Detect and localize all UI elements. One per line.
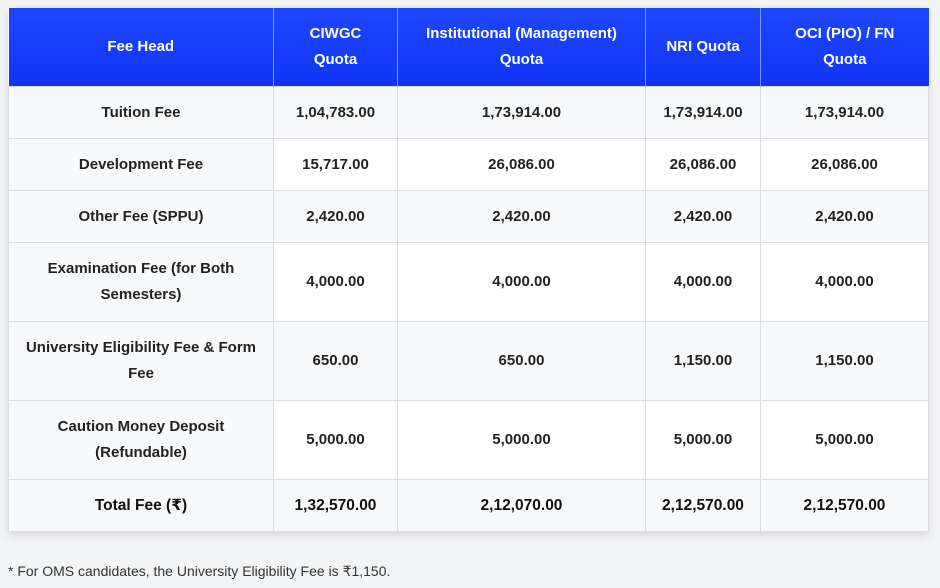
oci-amount-cell: 1,73,914.00 <box>760 86 929 139</box>
ciwgc-amount-cell: 650.00 <box>273 321 398 401</box>
nri-amount-cell: 26,086.00 <box>645 138 761 191</box>
table-row: Development Fee 15,717.00 26,086.00 26,0… <box>8 138 929 191</box>
institutional-amount-cell: 26,086.00 <box>397 138 646 191</box>
table-row: Other Fee (SPPU) 2,420.00 2,420.00 2,420… <box>8 190 929 243</box>
ciwgc-amount-cell: 1,04,783.00 <box>273 86 398 139</box>
ciwgc-amount-cell: 2,420.00 <box>273 190 398 243</box>
institutional-amount-cell: 650.00 <box>397 321 646 401</box>
total-row: Total Fee (₹) 1,32,570.00 2,12,070.00 2,… <box>8 479 929 532</box>
institutional-amount-cell: 5,000.00 <box>397 400 646 480</box>
column-header-oci-quota: OCI (PIO) / FN Quota <box>760 8 929 87</box>
institutional-amount-cell: 1,73,914.00 <box>397 86 646 139</box>
nri-amount-cell: 4,000.00 <box>645 242 761 322</box>
fee-table-container: Fee Head CIWGC Quota Institutional (Mana… <box>8 8 929 532</box>
nri-amount-cell: 5,000.00 <box>645 400 761 480</box>
fee-head-cell: Caution Money Deposit (Refundable) <box>8 400 274 480</box>
ciwgc-amount-cell: 15,717.00 <box>273 138 398 191</box>
ciwgc-amount-cell: 5,000.00 <box>273 400 398 480</box>
column-header-nri-quota: NRI Quota <box>645 8 761 87</box>
table-header-row: Fee Head CIWGC Quota Institutional (Mana… <box>8 8 929 87</box>
total-label-cell: Total Fee (₹) <box>8 479 274 532</box>
fee-head-cell: Development Fee <box>8 138 274 191</box>
table-row: University Eligibility Fee & Form Fee 65… <box>8 321 929 401</box>
nri-amount-cell: 1,73,914.00 <box>645 86 761 139</box>
ciwgc-amount-cell: 4,000.00 <box>273 242 398 322</box>
fee-head-cell: Tuition Fee <box>8 86 274 139</box>
footnote: * For OMS candidates, the University Eli… <box>8 563 391 579</box>
column-header-ciwgc-quota: CIWGC Quota <box>273 8 398 87</box>
institutional-amount-cell: 2,420.00 <box>397 190 646 243</box>
oci-amount-cell: 2,420.00 <box>760 190 929 243</box>
oci-amount-cell: 1,150.00 <box>760 321 929 401</box>
table-row: Tuition Fee 1,04,783.00 1,73,914.00 1,73… <box>8 86 929 139</box>
institutional-total-cell: 2,12,070.00 <box>397 479 646 532</box>
table-row: Caution Money Deposit (Refundable) 5,000… <box>8 400 929 480</box>
table-row: Examination Fee (for Both Semesters) 4,0… <box>8 242 929 322</box>
oci-amount-cell: 26,086.00 <box>760 138 929 191</box>
ciwgc-total-cell: 1,32,570.00 <box>273 479 398 532</box>
fee-structure-table: Fee Head CIWGC Quota Institutional (Mana… <box>8 8 929 532</box>
oci-amount-cell: 4,000.00 <box>760 242 929 322</box>
column-header-institutional-quota: Institutional (Management) Quota <box>397 8 646 87</box>
nri-amount-cell: 1,150.00 <box>645 321 761 401</box>
fee-head-cell: Examination Fee (for Both Semesters) <box>8 242 274 322</box>
fee-head-cell: Other Fee (SPPU) <box>8 190 274 243</box>
nri-total-cell: 2,12,570.00 <box>645 479 761 532</box>
oci-total-cell: 2,12,570.00 <box>760 479 929 532</box>
column-header-fee-head: Fee Head <box>8 8 274 87</box>
nri-amount-cell: 2,420.00 <box>645 190 761 243</box>
oci-amount-cell: 5,000.00 <box>760 400 929 480</box>
institutional-amount-cell: 4,000.00 <box>397 242 646 322</box>
fee-head-cell: University Eligibility Fee & Form Fee <box>8 321 274 401</box>
